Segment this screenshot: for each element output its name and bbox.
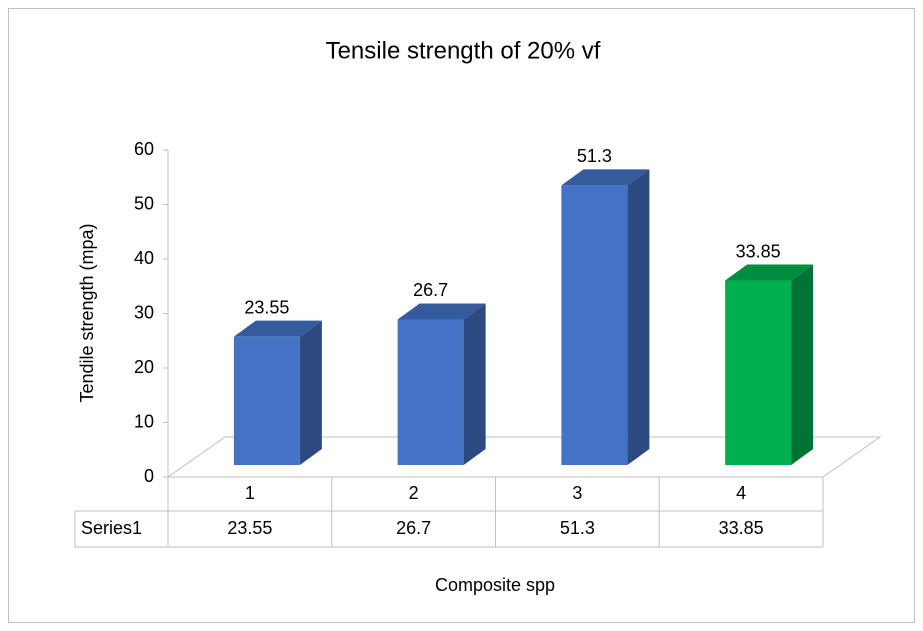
- y-tick-label: 0: [144, 466, 154, 486]
- table-value: 33.85: [719, 518, 764, 538]
- table-value: 26.7: [396, 518, 431, 538]
- bar-side: [791, 264, 814, 465]
- x-tick-label: 4: [736, 483, 746, 503]
- bar: [725, 280, 792, 465]
- chart-title: Tensile strength of 20% vf: [326, 37, 601, 64]
- x-tick-label: 3: [572, 483, 582, 503]
- y-tick-label: 30: [134, 302, 154, 322]
- y-tick-label: 50: [134, 193, 154, 213]
- y-tick-label: 40: [134, 248, 154, 268]
- x-axis-label: Composite spp: [435, 575, 555, 595]
- y-tick-label: 60: [134, 139, 154, 159]
- bar-side: [299, 320, 322, 465]
- data-label: 23.55: [244, 297, 289, 317]
- bar-top: [233, 320, 322, 337]
- data-label: 26.7: [413, 280, 448, 300]
- bar-top: [397, 303, 486, 320]
- data-label: 33.85: [736, 241, 781, 261]
- bar: [233, 336, 300, 465]
- bar-top: [725, 264, 814, 281]
- legend-entry: Series1: [81, 518, 142, 538]
- bar-top: [561, 169, 650, 186]
- y-tick-label: 10: [134, 411, 154, 431]
- bar-side: [463, 303, 486, 465]
- bar: [397, 319, 464, 465]
- data-label: 51.3: [577, 146, 612, 166]
- y-tick-label: 20: [134, 357, 154, 377]
- x-tick-label: 1: [245, 483, 255, 503]
- table-value: 23.55: [227, 518, 272, 538]
- table-value: 51.3: [560, 518, 595, 538]
- x-tick-label: 2: [409, 483, 419, 503]
- y-axis-label: Tendile strength (mpa): [77, 223, 97, 402]
- bar: [561, 185, 628, 466]
- bar-side: [627, 169, 650, 466]
